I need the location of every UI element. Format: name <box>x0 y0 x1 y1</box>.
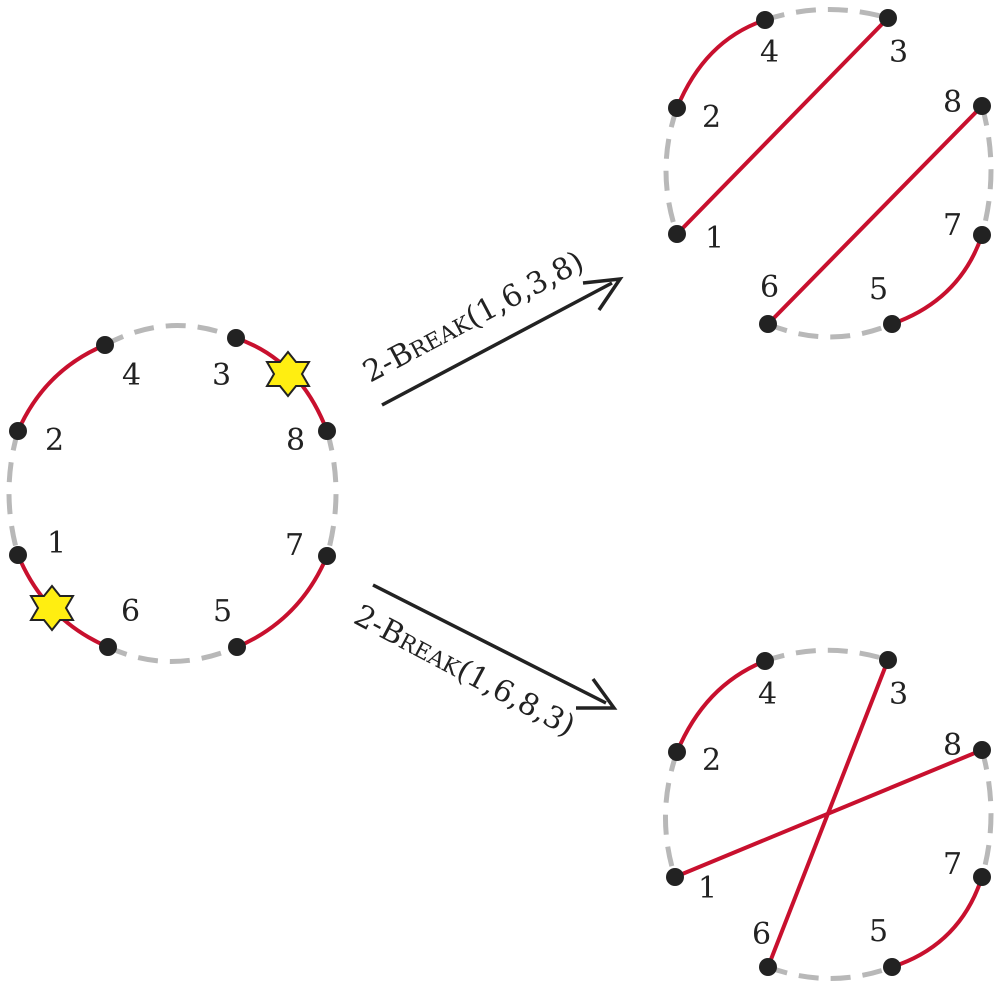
node-2 <box>9 422 27 440</box>
node-1 <box>666 868 684 886</box>
gray-edge-top <box>103 323 237 348</box>
node-label-2: 2 <box>702 743 721 778</box>
red-edge-6-8 <box>766 104 984 326</box>
node-1 <box>668 225 686 243</box>
node-label-6: 6 <box>752 917 771 952</box>
node-label-6: 6 <box>121 594 140 629</box>
node-7 <box>973 868 991 886</box>
node-3 <box>879 9 897 27</box>
node-2 <box>668 99 686 117</box>
gray-edge-left <box>6 430 21 556</box>
node-4 <box>756 652 774 670</box>
node-label-1: 1 <box>705 221 724 256</box>
node-7 <box>318 547 336 565</box>
genome-original: 4 3 2 8 1 7 6 5 <box>6 323 339 664</box>
node-label-5: 5 <box>869 272 888 307</box>
genome-result-top: 4 3 2 8 1 7 6 5 <box>663 7 994 340</box>
red-edge-6-3 <box>766 659 890 968</box>
node-label-5: 5 <box>869 914 888 949</box>
node-label-1: 1 <box>698 871 717 906</box>
node-4 <box>756 11 774 29</box>
red-edge-7-5 <box>891 234 984 326</box>
red-edge-2-4 <box>675 659 766 753</box>
red-edge-2-4 <box>675 18 766 109</box>
node-8 <box>973 741 991 759</box>
node-5 <box>883 315 901 333</box>
node-label-4: 4 <box>122 358 141 393</box>
red-edge-7-5 <box>236 555 329 649</box>
node-label-4: 4 <box>760 35 779 70</box>
node-8 <box>318 422 336 440</box>
node-label-8: 8 <box>286 423 305 458</box>
gray-edge-left <box>663 751 680 878</box>
star-icon <box>265 350 311 398</box>
node-5 <box>883 958 901 976</box>
node-5 <box>228 638 246 656</box>
arrow-shaft-top <box>381 281 613 407</box>
node-1 <box>9 546 27 564</box>
operation-top: 2-BREAK(1,6,3,8) <box>357 244 624 407</box>
gray-edge-bottom <box>106 644 238 664</box>
node-label-8: 8 <box>943 728 962 763</box>
node-3 <box>227 329 245 347</box>
gray-edge-right <box>979 749 994 878</box>
red-edge-2-4 <box>16 343 106 432</box>
operation-bottom: 2-BREAK(1,6,8,3) <box>348 583 618 744</box>
node-label-5: 5 <box>213 594 232 629</box>
node-label-4: 4 <box>758 677 777 712</box>
arrow-head-top <box>582 276 624 311</box>
node-8 <box>973 97 991 115</box>
node-label-1: 1 <box>47 526 66 561</box>
gray-edge-bottom <box>767 321 893 340</box>
node-3 <box>879 651 897 669</box>
node-label-3: 3 <box>889 35 908 70</box>
node-7 <box>973 226 991 244</box>
node-label-2: 2 <box>45 423 64 458</box>
arrow-head-bottom <box>576 677 618 710</box>
gray-edge-bottom <box>767 964 893 981</box>
operation-label-top: 2-BREAK(1,6,3,8) <box>357 244 589 390</box>
node-label-3: 3 <box>889 677 908 712</box>
node-6 <box>99 638 117 656</box>
node-label-7: 7 <box>943 847 962 882</box>
node-label-2: 2 <box>702 100 721 135</box>
gray-edge-right <box>324 430 339 557</box>
gray-edge-top <box>764 7 889 23</box>
node-label-8: 8 <box>943 85 962 120</box>
node-label-6: 6 <box>760 270 779 305</box>
gray-edge-left <box>663 107 680 235</box>
red-edge-1-3 <box>675 16 890 236</box>
node-4 <box>96 336 114 354</box>
star-icon <box>29 584 75 632</box>
node-label-7: 7 <box>285 528 304 563</box>
gray-edge-right <box>979 105 994 236</box>
genome-result-bottom: 4 3 2 8 1 7 6 5 <box>663 647 994 981</box>
red-edge-7-5 <box>891 876 984 969</box>
node-label-7: 7 <box>943 208 962 243</box>
node-6 <box>759 315 777 333</box>
node-label-3: 3 <box>212 358 231 393</box>
node-6 <box>759 958 777 976</box>
arrow-shaft-bottom <box>372 583 607 705</box>
node-2 <box>668 743 686 761</box>
gray-edge-top <box>764 647 889 664</box>
